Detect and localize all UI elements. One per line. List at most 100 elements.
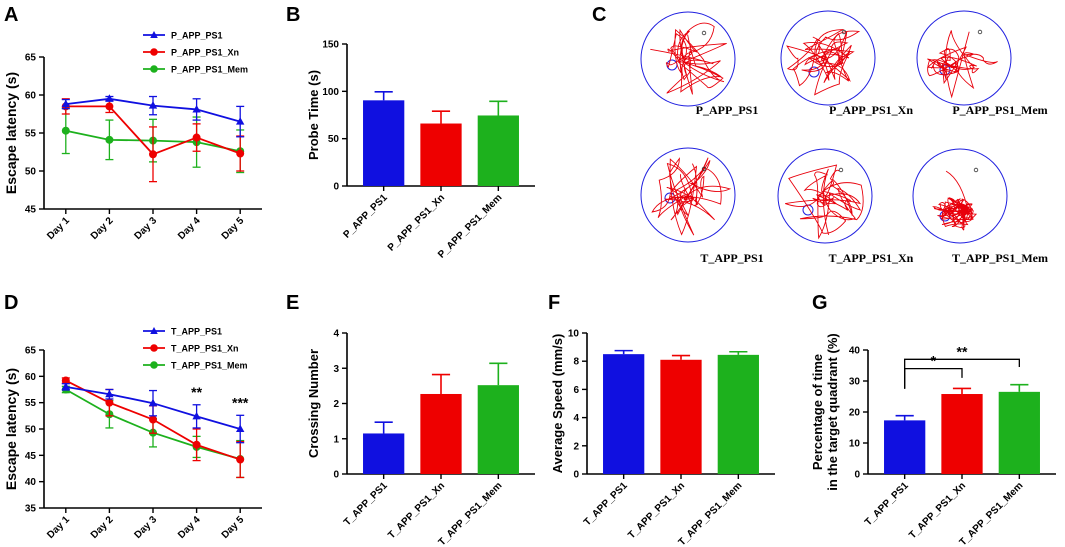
x-tick-label: Day 1 [45, 215, 72, 242]
data-point-T_APP_PS1 [148, 398, 158, 407]
y-tick-label: 30 [849, 377, 861, 388]
data-point-P_APP_PS1_Mem [61, 126, 70, 135]
bar-T_APP_PS1 [363, 433, 405, 474]
bar-T_APP_PS1_Xn [941, 394, 983, 474]
y-tick-label: 2 [333, 399, 339, 410]
y-axis-label: Percentage of time [810, 354, 825, 470]
legend-label: T_APP_PS1_Xn [171, 344, 239, 354]
significance-bracket [904, 358, 1020, 389]
y-tick-label: 2 [573, 441, 579, 452]
data-point-P_APP_PS1 [105, 94, 114, 102]
maze-trajectory [786, 29, 861, 96]
panel-label-d: D [4, 292, 18, 314]
data-point-T_APP_PS1_Xn [149, 415, 157, 424]
data-point-P_APP_PS1 [148, 101, 158, 109]
y-tick-label: 3 [333, 364, 339, 375]
x-tick-label: Day 2 [89, 215, 116, 242]
bar-T_APP_PS1_Mem [717, 354, 759, 474]
maze-caption: P_APP_PS1_Xn [829, 103, 913, 117]
data-point-T_APP_PS1 [61, 382, 70, 390]
bar-P_APP_PS1 [363, 100, 405, 186]
y-tick-label: 65 [25, 53, 37, 64]
maze-trajectory [932, 170, 978, 231]
panel-label-b: B [286, 4, 300, 26]
y-axis-label: Average Speed (mm/s) [550, 334, 565, 474]
maze-trajectory [651, 157, 732, 236]
y-tick-label: 50 [328, 134, 340, 145]
y-axis-label: Escape latency (s) [3, 72, 19, 194]
x-tick-label: T_APP_PS1_Mem [958, 480, 1026, 547]
legend-marker [150, 344, 158, 352]
y-tick-label: 55 [25, 129, 37, 140]
maze-platform [808, 66, 820, 78]
legend-label: P_APP_PS1_Mem [171, 65, 248, 75]
data-point-P_APP_PS1_Mem [105, 135, 114, 144]
maze-caption: T_APP_PS1 [700, 251, 763, 265]
x-tick-label: Day 1 [45, 514, 72, 541]
y-tick-label: 150 [322, 40, 339, 51]
bar-T_APP_PS1_Mem [998, 391, 1040, 474]
x-tick-label: Day 3 [132, 514, 159, 541]
y-tick-label: 1 [333, 434, 339, 445]
data-point-P_APP_PS1_Xn [105, 102, 114, 111]
x-tick-label: T_APP_PS1 [863, 480, 911, 528]
x-tick-label: T_APP_PS1_Mem [677, 480, 745, 547]
bar-P_APP_PS1_Xn [420, 123, 462, 186]
y-tick-label: 40 [25, 477, 37, 488]
bar-T_APP_PS1_Mem [477, 385, 519, 474]
legend-marker [150, 327, 158, 334]
y-tick-label: 10 [849, 439, 861, 450]
data-point-T_APP_PS1 [105, 389, 114, 398]
y-tick-label: 40 [849, 346, 861, 357]
y-axis-label: Crossing Number [306, 349, 321, 458]
maze-trajectory [650, 22, 727, 95]
maze-start-point [701, 30, 707, 36]
data-point-T_APP_PS1_Xn [105, 398, 114, 407]
panel-label-e: E [286, 292, 299, 314]
x-tick-label: Day 5 [220, 215, 247, 242]
significance-marker: * [931, 353, 937, 369]
bar-T_APP_PS1 [603, 354, 645, 474]
y-tick-label: 45 [25, 451, 37, 462]
y-tick-label: 20 [849, 408, 861, 419]
y-tick-label: 4 [573, 413, 579, 424]
x-tick-label: P_APP_PS1 [342, 192, 391, 241]
x-tick-label: P_APP_PS1_Mem [436, 192, 504, 260]
maze-start-point [841, 29, 847, 35]
maze-caption: P_APP_PS1 [696, 103, 759, 117]
maze-pool-T_APP_PS1_Mem [912, 148, 1008, 244]
y-tick-label: 0 [333, 182, 339, 193]
x-tick-label: T_APP_PS1_Xn [626, 480, 687, 541]
bar-T_APP_PS1_Xn [420, 393, 462, 474]
y-axis-label: Probe Time (s) [306, 70, 321, 160]
y-tick-label: 35 [25, 504, 37, 515]
bar-T_APP_PS1_Xn [660, 359, 702, 474]
bar-P_APP_PS1_Mem [477, 115, 519, 186]
data-point-P_APP_PS1 [61, 99, 70, 108]
y-tick-label: 50 [25, 167, 37, 178]
x-tick-label: T_APP_PS1_Xn [907, 480, 968, 541]
legend-marker [150, 31, 158, 38]
maze-start-point [977, 29, 983, 35]
legend-marker [150, 65, 158, 73]
y-tick-label: 45 [25, 205, 37, 216]
data-point-P_APP_PS1 [236, 117, 245, 125]
significance-marker: ** [191, 384, 202, 400]
maze-pool-P_APP_PS1_Xn [780, 10, 876, 106]
significance-bracket [904, 367, 963, 389]
data-point-P_APP_PS1_Xn [192, 133, 201, 142]
maze-start-point [838, 167, 844, 173]
data-point-T_APP_PS1_Xn [61, 376, 70, 385]
water-maze-trajectories: P_APP_PS1 P_APP_PS1_Xn P_APP_PS1_Mem T_APP_… [640, 10, 1048, 265]
data-point-T_APP_PS1 [192, 411, 201, 420]
maze-trajectory [926, 30, 998, 99]
maze-pool-P_APP_PS1 [640, 11, 736, 107]
bar-T_APP_PS1 [884, 420, 926, 474]
y-tick-label: 65 [25, 346, 37, 357]
legend-label: T_APP_PS1_Mem [171, 361, 248, 371]
maze-caption: P_APP_PS1_Mem [952, 103, 1047, 117]
y-tick-label: 8 [573, 357, 579, 368]
